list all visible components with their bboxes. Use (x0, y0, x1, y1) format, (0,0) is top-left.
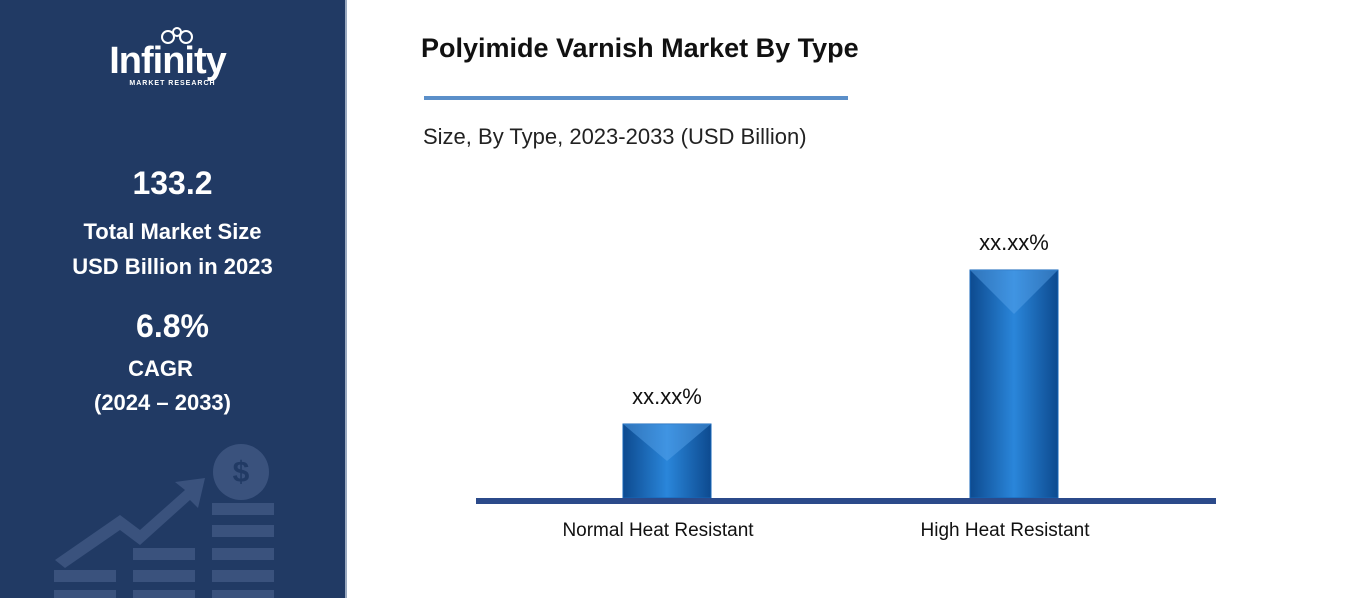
decor: $ (54, 27, 274, 598)
bar-shade (970, 269, 1058, 314)
svg-text:$: $ (233, 456, 250, 489)
bar (969, 269, 1059, 499)
data-label: xx.xx% (632, 384, 702, 409)
chart-title: Polyimide Varnish Market By Type (421, 33, 859, 63)
market-size-label: USD Billion in 2023 (72, 254, 273, 279)
cagr: 6.8% (136, 308, 209, 344)
x-tick-label: Normal Heat Resistant (562, 520, 754, 541)
chart-subtitle: Size, By Type, 2023-2033 (USD Billion) (423, 124, 807, 149)
market-size: 133.2 (132, 165, 213, 201)
market-size-label: Total Market Size (83, 219, 262, 244)
chart: Polyimide Varnish Market By Type Size, B… (421, 33, 1216, 541)
cagr-period: (2024 – 2033) (94, 390, 231, 415)
x-tick-label: High Heat Resistant (921, 520, 1091, 541)
logo: Infinity (109, 40, 227, 82)
bar-shade (623, 424, 711, 462)
cagr-label: CAGR (128, 356, 193, 381)
title-underline (424, 96, 848, 100)
data-label: xx.xx% (979, 230, 1049, 255)
logo-sub: MARKET RESEARCH (129, 80, 216, 87)
sidebar: $ Infinity MARKET RESEARCH 133.2 Total M… (0, 0, 347, 598)
bar (622, 423, 712, 499)
